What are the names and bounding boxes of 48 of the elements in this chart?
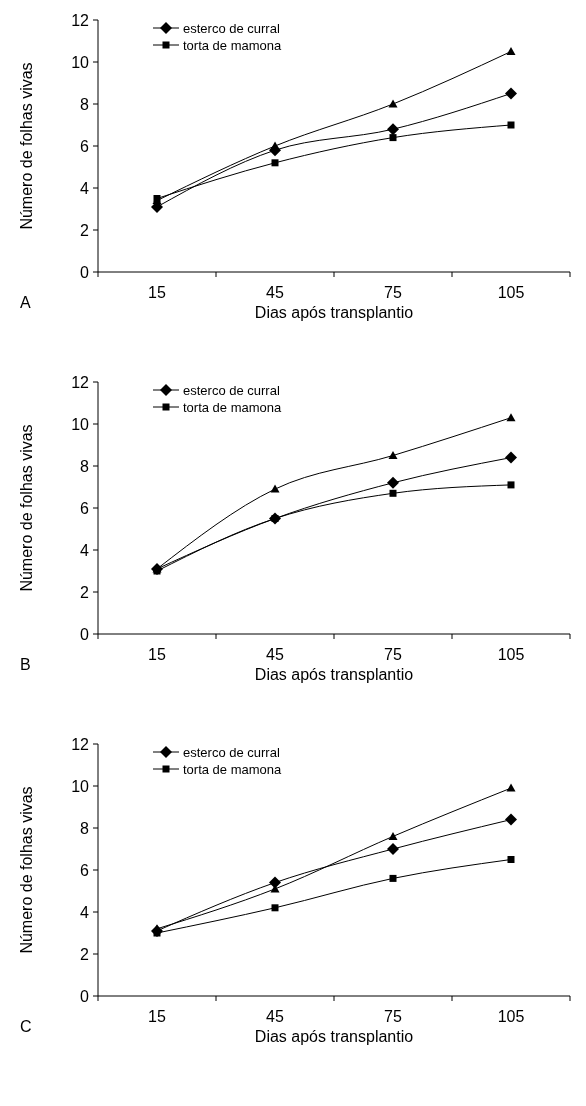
y-tick-label: 12: [71, 373, 90, 391]
x-tick-label: 75: [384, 284, 402, 301]
x-tick-label: 105: [497, 1008, 525, 1025]
y-tick-label: 6: [80, 499, 90, 517]
y-tick-label: 4: [80, 541, 90, 559]
y-axis-title: Número de folhas vivas: [18, 424, 35, 592]
y-tick-label: 2: [80, 221, 90, 239]
text: A: [20, 294, 31, 311]
y-tick-label: 12: [71, 735, 90, 753]
y-tick-label: 6: [80, 137, 90, 155]
legend-label: torta de mamona: [183, 761, 283, 777]
x-tick-label: 45: [266, 284, 284, 301]
x-tick-label: 15: [148, 646, 166, 663]
y-tick-label: 0: [80, 625, 90, 643]
y-tick-label: 2: [80, 583, 90, 601]
x-tick-label: 15: [148, 1008, 166, 1025]
y-tick-label: 8: [80, 819, 90, 837]
y-tick-label: 2: [80, 945, 90, 963]
x-tick-label: 15: [148, 284, 166, 301]
y-tick-label: 4: [80, 179, 90, 197]
x-tick-label: 105: [497, 646, 525, 663]
x-tick-label: 75: [384, 1008, 402, 1025]
y-tick-label: 8: [80, 457, 90, 475]
x-axis-title: Dias após transplantio: [254, 1028, 414, 1045]
legend-label: torta de mamona: [183, 37, 283, 53]
y-tick-label: 10: [71, 53, 90, 71]
legend-label: esterco de curral: [183, 382, 280, 398]
y-tick-label: 0: [80, 263, 90, 281]
y-tick-label: 10: [71, 415, 90, 433]
x-tick-label: 105: [497, 284, 525, 301]
x-tick-label: 75: [384, 646, 402, 663]
y-axis-title: Número de folhas vivas: [18, 62, 35, 230]
legend-label: esterco de curral: [183, 744, 280, 760]
text: B: [20, 656, 31, 673]
y-tick-label: 6: [80, 861, 90, 879]
legend-label: torta de mamona: [183, 399, 283, 415]
y-tick-label: 8: [80, 95, 90, 113]
y-tick-label: 12: [71, 11, 90, 29]
x-axis-title: Dias após transplantio: [254, 304, 414, 321]
y-tick-label: 10: [71, 777, 90, 795]
x-tick-label: 45: [266, 646, 284, 663]
x-axis-title: Dias após transplantio: [254, 666, 414, 683]
y-tick-label: 4: [80, 903, 90, 921]
y-axis-title: Número de folhas vivas: [18, 786, 35, 954]
legend-label: esterco de curral: [183, 20, 280, 36]
text: C: [20, 1018, 32, 1035]
x-tick-label: 45: [266, 1008, 284, 1025]
y-tick-label: 0: [80, 987, 90, 1005]
